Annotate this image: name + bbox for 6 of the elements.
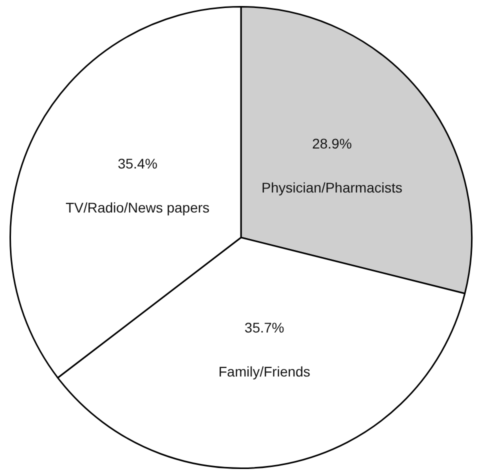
data-label: 35.7% [244, 319, 284, 336]
data-label: 28.9% [312, 135, 352, 152]
slice-label: Family/Friends [218, 363, 310, 380]
slice-label: Physician/Pharmacists [262, 179, 402, 196]
data-label: 35.4% [118, 155, 158, 172]
slice-label: TV/Radio/News papers [66, 199, 210, 216]
